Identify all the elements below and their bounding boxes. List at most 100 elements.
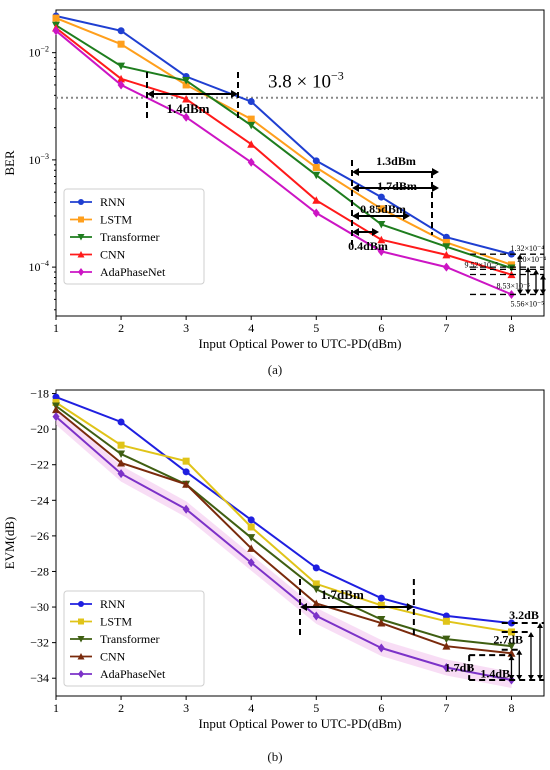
legend-label-adaphasenet: AdaPhaseNet [100, 265, 166, 279]
arrow-14-head-top [508, 655, 515, 661]
val-arrow-4-head-bottom [540, 289, 546, 295]
x-tick-label: 4 [248, 321, 254, 335]
point-lstm [52, 14, 60, 22]
caption-a: (a) [267, 362, 283, 377]
x-tick-label: 6 [378, 701, 384, 715]
point-lstm [312, 580, 320, 588]
legend-label-transformer: Transformer [100, 632, 160, 646]
val-label-853: 8.53×10⁻⁵ [496, 282, 530, 291]
caption-b: (b) [267, 749, 283, 764]
evm-chart: −34 −32 −30 −28 −26 −24 −22 −20 −18 EVM(dB) 1 2 3 4 5 6… [2, 387, 545, 731]
point-adaphasenet [182, 112, 190, 122]
point-lstm [182, 457, 190, 465]
y-tick-label: −18 [30, 387, 49, 401]
arrow-17-head-top [516, 649, 523, 655]
line-lstm [55, 17, 512, 266]
gain-label-13: 1.3dBm [376, 154, 416, 168]
x-axis-label: Input Optical Power to UTC-PD(dBm) [199, 716, 402, 731]
line-rnn [55, 396, 512, 625]
x-tick-label: 1 [53, 701, 59, 715]
ber-chart: 10−4 10−3 10−2 BER 1 2 3 4 5 6 7 8 Input Optical Pow… [2, 9, 546, 351]
point-adaphasenet [247, 558, 255, 568]
legend-b [63, 590, 205, 687]
point-transformer [312, 585, 321, 594]
line-rnn [55, 15, 512, 256]
series-transformer [52, 21, 516, 273]
point-adaphasenet [52, 412, 60, 422]
y-tick-label: −28 [30, 564, 49, 578]
x-tick-label: 5 [313, 321, 319, 335]
series-lstm [52, 398, 515, 636]
legend-marker-rnn [78, 199, 84, 205]
y-tick-label: −26 [30, 529, 49, 543]
val-arrow-3-head-top [533, 269, 539, 275]
point-cnn [312, 599, 321, 607]
gain-arrow-17dbm-head-right [406, 603, 414, 612]
val-label-10: 1.0×10⁻⁴ [516, 255, 546, 264]
point-cnn [247, 140, 256, 148]
line-transformer [55, 24, 512, 270]
point-lstm [442, 238, 450, 246]
annotations-a: 1.4dBm 1.3dBm 1.7dBm 0.85dBm 0.4dBm 1.32×10⁻⁴… [146, 72, 546, 308]
arrow-32-head-bottom [537, 674, 543, 680]
point-lstm [247, 115, 255, 123]
arrow-27-head-top [527, 631, 534, 637]
x-axis-label: Input Optical Power to UTC-PD(dBm) [199, 336, 402, 351]
x-tick-label: 2 [118, 321, 124, 335]
point-lstm [377, 601, 385, 609]
point-rnn [52, 393, 60, 401]
point-lstm [247, 523, 255, 531]
point-lstm [117, 441, 125, 449]
point-lstm [312, 163, 320, 171]
arrow-27-head-bottom [527, 674, 534, 680]
legend-marker-adaphasenet [78, 268, 84, 276]
gain-label-14: 1.4dB [480, 667, 510, 681]
legend-label-adaphasenet: AdaPhaseNet [100, 667, 166, 681]
gain-label-32: 3.2dB [509, 608, 539, 622]
point-rnn [117, 418, 125, 426]
point-lstm [507, 628, 515, 636]
gain-label-17dbm: 1.7dBm [321, 587, 364, 602]
point-cnn [182, 480, 191, 488]
val-label-556: 5.56×10⁻⁵ [510, 299, 544, 308]
arrow-14-head-bottom [508, 674, 515, 680]
legend-label-cnn: CNN [100, 650, 126, 664]
gain-arrow-085-head-left [352, 212, 359, 220]
point-adaphasenet [117, 80, 125, 90]
point-transformer [117, 450, 126, 459]
x-tick-label: 5 [313, 701, 319, 715]
point-cnn [247, 544, 256, 552]
legend-marker-lstm [78, 216, 84, 223]
series-transformer [52, 402, 516, 651]
gain-arrow-17-head-right [432, 184, 439, 192]
point-rnn [117, 27, 125, 35]
plot-frame [55, 9, 545, 317]
point-cnn [312, 196, 321, 204]
gain-label-14: 1.4dBm [167, 101, 210, 116]
point-transformer [247, 534, 256, 542]
gain-label-085: 0.85dBm [360, 202, 406, 216]
point-rnn [312, 564, 320, 572]
point-cnn [442, 642, 451, 650]
y-tick-label: −34 [30, 671, 49, 685]
gain-arrow-14-head-left [147, 90, 154, 98]
gain-label-04: 0.4dBm [348, 239, 388, 253]
line-adaphasenet [55, 415, 512, 681]
point-transformer [442, 243, 451, 251]
legend-label-rnn: RNN [100, 597, 126, 611]
x-tick-label: 7 [443, 701, 449, 715]
point-adaphasenet [117, 469, 125, 479]
series-adaphasenet [52, 412, 515, 685]
point-lstm [52, 398, 60, 406]
point-lstm [442, 617, 450, 625]
point-cnn [442, 250, 451, 259]
point-adaphasenet [442, 663, 450, 673]
series-rnn [52, 12, 515, 258]
point-rnn [182, 468, 190, 476]
legend-a [63, 188, 205, 285]
gain-arrow-13-head-left [352, 168, 359, 176]
point-rnn [507, 619, 515, 627]
point-transformer [312, 171, 321, 180]
y-tick-label: 10−2 [28, 45, 49, 60]
